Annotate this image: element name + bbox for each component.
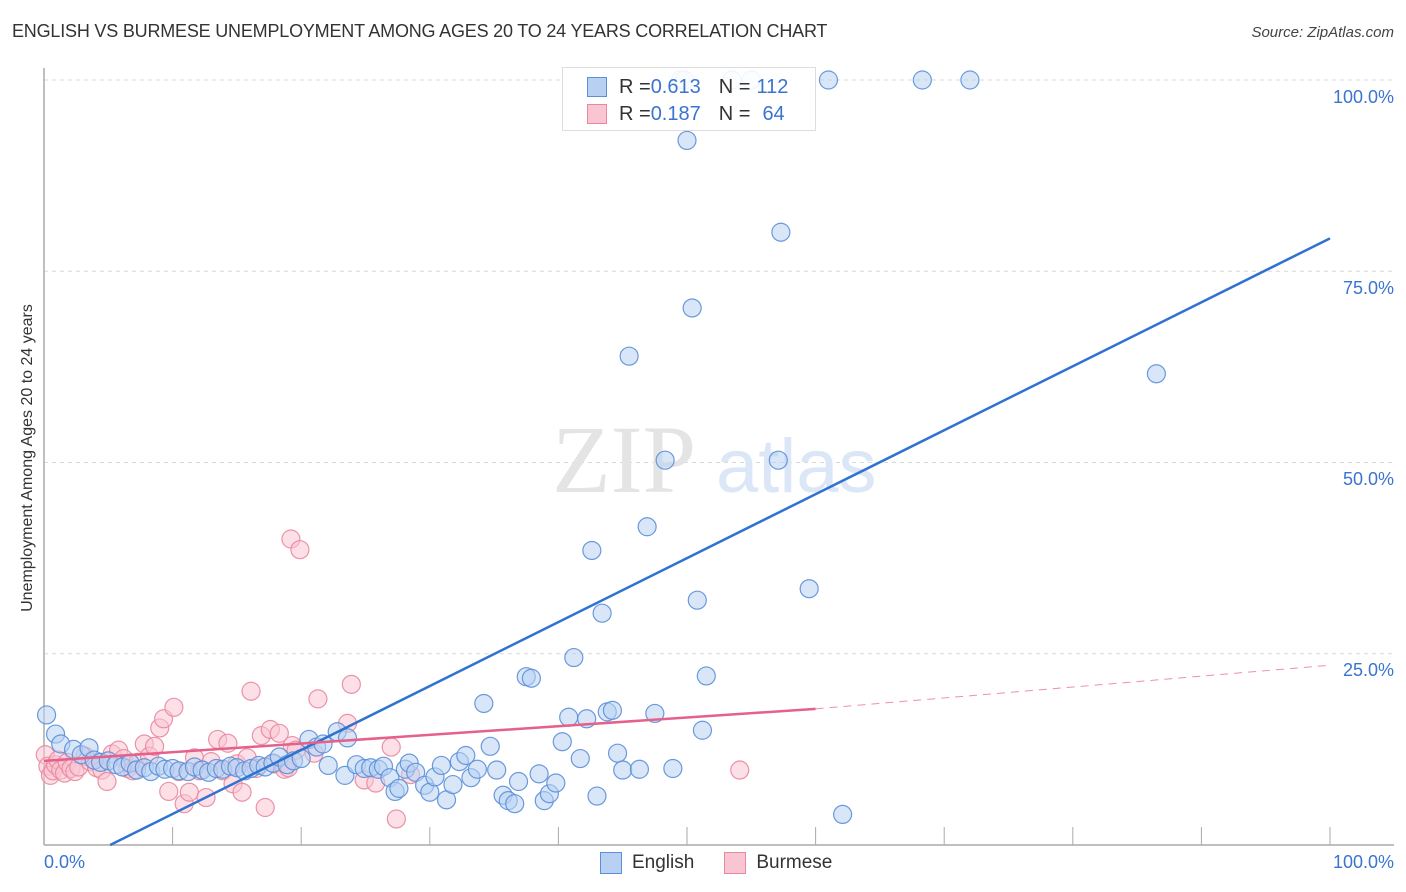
n-value: 112 xyxy=(756,75,789,98)
legend-item-burmese[interactable]: Burmese xyxy=(724,852,832,874)
r-value: 0.613 xyxy=(650,75,701,98)
chart-title: ENGLISH VS BURMESE UNEMPLOYMENT AMONG AG… xyxy=(12,21,828,41)
watermark: ZIP atlas xyxy=(552,406,877,513)
y-tick-75: 75.0% xyxy=(1342,278,1394,298)
n-value: 64 xyxy=(762,102,785,125)
english-swatch-icon xyxy=(600,852,622,874)
y-tick-50: 50.0% xyxy=(1342,469,1394,489)
legend-label-burmese: Burmese xyxy=(756,852,833,873)
legend-label-english: English xyxy=(632,852,695,873)
correlation-legend: R = 0.613 N = 112 R = 0.187 N = 64 xyxy=(562,67,816,131)
source-credit: Source: ZipAtlas.com xyxy=(1251,24,1394,41)
n-label: N = xyxy=(718,75,751,98)
x-max-label: 100.0% xyxy=(1332,852,1394,872)
svg-text:atlas: atlas xyxy=(716,424,877,509)
x-min-label: 0.0% xyxy=(44,852,86,872)
r-value: 0.187 xyxy=(650,102,701,125)
trend-lines xyxy=(43,237,1331,847)
n-label: N = xyxy=(718,102,751,125)
y-tick-25: 25.0% xyxy=(1342,660,1394,680)
r-label: R = xyxy=(619,75,651,98)
gridlines xyxy=(44,79,1394,655)
r-label: R = xyxy=(619,102,651,125)
legend-row-burmese: R = 0.187 N = 64 xyxy=(587,102,785,126)
legend-item-english[interactable]: English xyxy=(600,852,694,874)
burmese-swatch-icon xyxy=(724,852,747,874)
series-legend: English Burmese xyxy=(600,852,862,874)
y-tick-100: 100.0% xyxy=(1332,87,1394,107)
legend-row-english: R = 0.613 N = 112 xyxy=(587,75,788,99)
english-swatch-icon xyxy=(587,77,607,97)
burmese-swatch-icon xyxy=(587,104,607,124)
